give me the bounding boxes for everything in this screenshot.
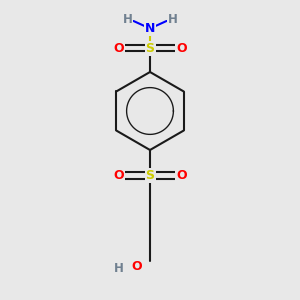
Text: H: H: [123, 13, 132, 26]
Text: S: S: [146, 169, 154, 182]
Text: H: H: [114, 262, 123, 275]
Text: H: H: [168, 13, 177, 26]
Text: N: N: [145, 22, 155, 35]
Text: O: O: [113, 41, 124, 55]
Text: O: O: [131, 260, 142, 274]
Text: O: O: [113, 169, 124, 182]
Text: O: O: [176, 41, 187, 55]
Text: O: O: [176, 169, 187, 182]
Text: S: S: [146, 41, 154, 55]
